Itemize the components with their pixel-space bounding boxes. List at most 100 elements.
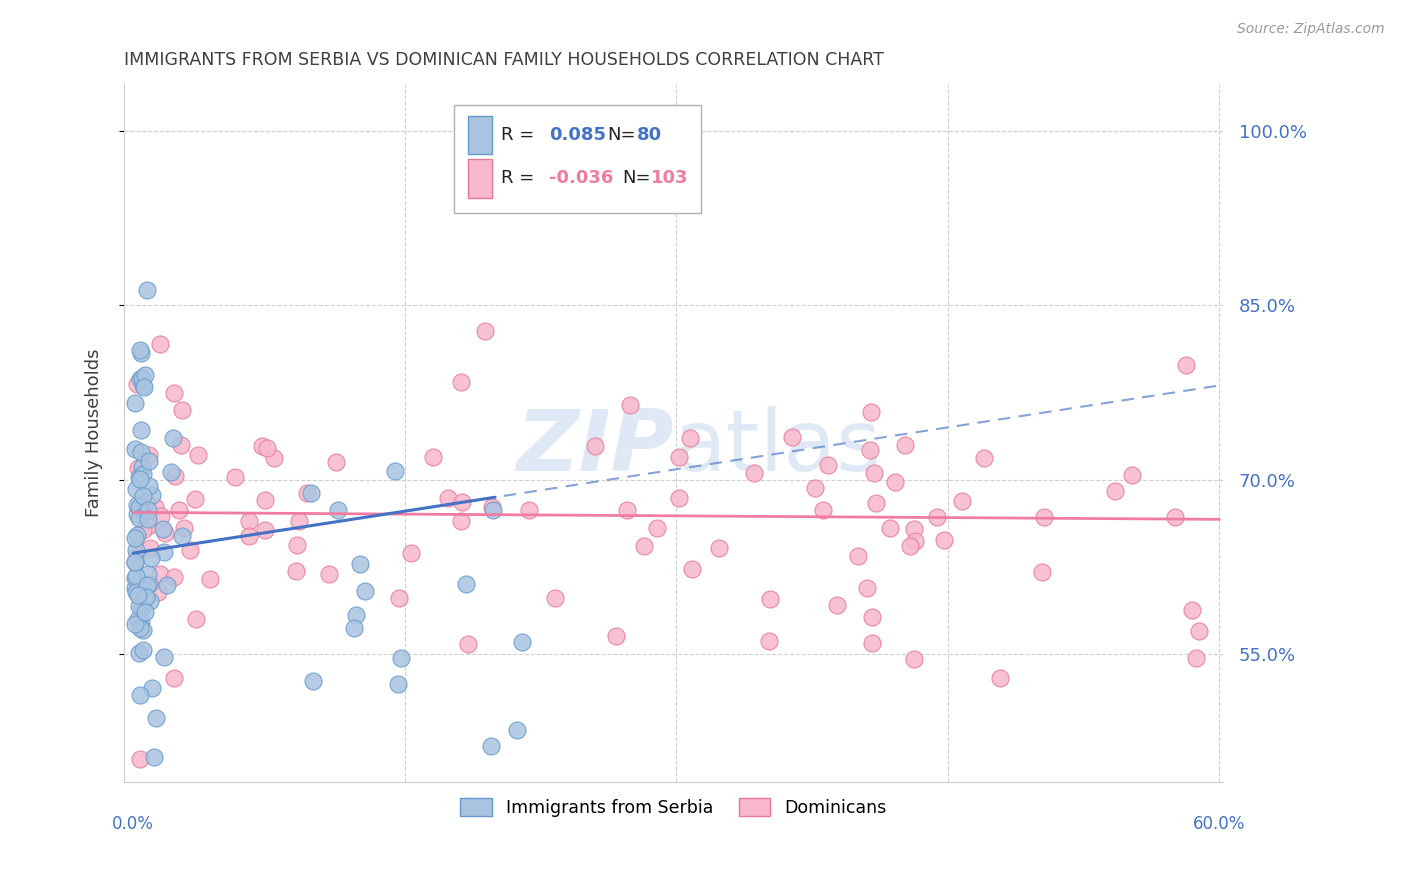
Point — [506, 723, 529, 737]
Point — [481, 500, 503, 514]
Point — [238, 514, 260, 528]
Point — [681, 562, 703, 576]
Point — [860, 636, 883, 650]
Point — [187, 448, 209, 462]
Point — [1181, 602, 1204, 616]
Point — [129, 346, 152, 360]
Point — [804, 481, 827, 495]
Text: IMMIGRANTS FROM SERBIA VS DOMINICAN FAMILY HOUSEHOLDS CORRELATION CHART: IMMIGRANTS FROM SERBIA VS DOMINICAN FAMI… — [124, 51, 884, 69]
Point — [817, 458, 839, 472]
Point — [129, 444, 152, 458]
Point — [399, 546, 422, 560]
Point — [988, 671, 1011, 685]
Point — [170, 403, 193, 417]
Text: N=: N= — [621, 169, 650, 187]
Point — [131, 371, 153, 385]
Point — [135, 496, 157, 510]
Point — [138, 577, 160, 591]
Point — [125, 376, 148, 391]
Point — [326, 503, 349, 517]
Text: Source: ZipAtlas.com: Source: ZipAtlas.com — [1237, 22, 1385, 37]
Point — [170, 529, 193, 543]
Point — [679, 431, 702, 445]
Point — [288, 514, 311, 528]
FancyBboxPatch shape — [454, 105, 700, 213]
Point — [1185, 651, 1208, 665]
Point — [129, 372, 152, 386]
Point — [344, 607, 367, 622]
Point — [131, 600, 153, 615]
Point — [125, 585, 148, 599]
Point — [950, 493, 973, 508]
Point — [925, 509, 948, 524]
Point — [1188, 624, 1211, 638]
Point — [145, 711, 167, 725]
Text: N=: N= — [607, 126, 636, 145]
Point — [325, 455, 347, 469]
Point — [583, 439, 606, 453]
Point — [156, 577, 179, 591]
Point — [132, 379, 155, 393]
Point — [149, 337, 172, 351]
Point — [349, 557, 371, 571]
Point — [141, 488, 163, 502]
Point — [544, 591, 567, 605]
Point — [138, 448, 160, 462]
Point — [224, 470, 246, 484]
Point — [163, 671, 186, 685]
Point — [127, 527, 149, 541]
Point — [645, 521, 668, 535]
Point — [758, 591, 780, 606]
Point — [238, 528, 260, 542]
Point — [825, 599, 848, 613]
Point — [179, 543, 201, 558]
Point — [450, 375, 472, 389]
Point — [1031, 566, 1053, 580]
Point — [184, 492, 207, 507]
Text: ZIP: ZIP — [516, 406, 673, 489]
Point — [131, 643, 153, 657]
Point — [200, 572, 222, 586]
Point — [124, 581, 146, 595]
Point — [1033, 510, 1056, 524]
Point — [127, 461, 149, 475]
Text: 60.0%: 60.0% — [1192, 815, 1246, 833]
Point — [512, 635, 534, 649]
Point — [152, 544, 174, 558]
Point — [1104, 484, 1126, 499]
Point — [301, 673, 323, 688]
Point — [163, 570, 186, 584]
Point — [742, 466, 765, 480]
Text: R =: R = — [501, 169, 540, 187]
Point — [299, 486, 322, 500]
Point — [139, 550, 162, 565]
Point — [124, 395, 146, 409]
Point — [186, 612, 208, 626]
Point — [973, 450, 995, 465]
Point — [138, 479, 160, 493]
Point — [131, 460, 153, 475]
Point — [254, 523, 277, 537]
Point — [125, 543, 148, 558]
Point — [136, 502, 159, 516]
Point — [437, 491, 460, 506]
Point — [128, 510, 150, 524]
Text: 0.085: 0.085 — [550, 126, 606, 145]
Point — [451, 495, 474, 509]
Point — [134, 497, 156, 511]
Point — [898, 539, 921, 553]
Point — [482, 502, 505, 516]
Point — [170, 438, 193, 452]
Point — [132, 467, 155, 481]
Point — [131, 489, 153, 503]
Point — [129, 621, 152, 635]
Point — [136, 518, 159, 533]
Point — [162, 431, 184, 445]
Point — [139, 541, 162, 556]
Point — [474, 324, 496, 338]
Point — [454, 576, 477, 591]
Point — [127, 498, 149, 512]
Point — [160, 465, 183, 479]
Point — [1174, 359, 1197, 373]
Point — [859, 404, 882, 418]
